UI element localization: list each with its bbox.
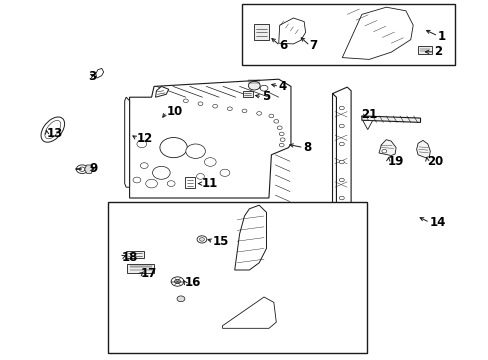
Circle shape xyxy=(183,99,188,103)
Polygon shape xyxy=(84,165,93,174)
Circle shape xyxy=(185,144,205,158)
Bar xyxy=(184,177,194,188)
Bar xyxy=(242,91,253,97)
Circle shape xyxy=(227,107,232,111)
Bar xyxy=(126,251,143,258)
Circle shape xyxy=(204,158,216,166)
Polygon shape xyxy=(416,140,429,158)
Text: 5: 5 xyxy=(261,90,269,103)
Polygon shape xyxy=(362,121,372,130)
Circle shape xyxy=(277,126,282,130)
Circle shape xyxy=(268,114,273,118)
Circle shape xyxy=(167,181,175,186)
Polygon shape xyxy=(222,297,276,328)
Text: 1: 1 xyxy=(437,30,445,42)
Text: 21: 21 xyxy=(360,108,376,121)
Bar xyxy=(242,4,454,65)
Polygon shape xyxy=(278,18,305,44)
Ellipse shape xyxy=(45,121,61,139)
Text: 19: 19 xyxy=(387,155,403,168)
Polygon shape xyxy=(129,79,290,198)
Text: 16: 16 xyxy=(184,276,201,289)
Text: 6: 6 xyxy=(279,39,287,52)
Circle shape xyxy=(381,149,386,153)
Circle shape xyxy=(339,229,344,232)
Text: 8: 8 xyxy=(303,141,311,154)
Circle shape xyxy=(133,177,141,183)
Text: 20: 20 xyxy=(426,155,442,168)
Circle shape xyxy=(79,167,85,171)
Text: 17: 17 xyxy=(141,267,157,280)
Circle shape xyxy=(339,106,344,110)
Circle shape xyxy=(198,102,203,105)
Polygon shape xyxy=(234,205,266,270)
Circle shape xyxy=(339,196,344,200)
Text: 2: 2 xyxy=(433,45,442,58)
Text: 14: 14 xyxy=(428,216,445,229)
Bar xyxy=(127,264,154,273)
Text: 11: 11 xyxy=(201,177,217,190)
Circle shape xyxy=(76,165,88,174)
Bar xyxy=(107,202,366,353)
Circle shape xyxy=(197,236,206,243)
Bar xyxy=(417,46,431,54)
Circle shape xyxy=(242,109,246,113)
Circle shape xyxy=(160,138,187,158)
Polygon shape xyxy=(124,97,129,187)
Polygon shape xyxy=(342,7,412,59)
Circle shape xyxy=(171,277,183,286)
Circle shape xyxy=(177,296,184,302)
Text: 7: 7 xyxy=(309,39,317,52)
Circle shape xyxy=(212,104,217,108)
Circle shape xyxy=(339,178,344,182)
Polygon shape xyxy=(378,140,395,156)
Circle shape xyxy=(140,163,148,168)
Circle shape xyxy=(260,85,267,91)
Circle shape xyxy=(152,166,170,179)
Circle shape xyxy=(174,279,180,284)
Text: 10: 10 xyxy=(166,105,182,118)
Polygon shape xyxy=(332,241,356,256)
Circle shape xyxy=(279,143,284,147)
Polygon shape xyxy=(361,116,420,122)
Circle shape xyxy=(196,174,204,179)
Circle shape xyxy=(145,179,157,188)
Text: 3: 3 xyxy=(88,70,96,83)
Circle shape xyxy=(279,132,284,136)
Text: 13: 13 xyxy=(46,127,62,140)
Circle shape xyxy=(280,138,285,141)
Circle shape xyxy=(339,160,344,164)
Polygon shape xyxy=(96,68,103,78)
Circle shape xyxy=(273,120,278,123)
Bar xyxy=(254,24,268,40)
Text: 9: 9 xyxy=(89,162,97,175)
Polygon shape xyxy=(155,86,168,97)
Text: 18: 18 xyxy=(121,251,137,264)
Circle shape xyxy=(199,238,204,241)
Ellipse shape xyxy=(41,117,64,142)
Text: 12: 12 xyxy=(137,132,153,145)
Circle shape xyxy=(220,169,229,176)
Text: 15: 15 xyxy=(212,235,228,248)
Text: 4: 4 xyxy=(278,80,286,93)
Circle shape xyxy=(339,214,344,218)
Circle shape xyxy=(248,81,260,90)
Circle shape xyxy=(339,124,344,128)
Circle shape xyxy=(256,112,261,115)
Circle shape xyxy=(137,140,146,148)
Circle shape xyxy=(339,142,344,146)
